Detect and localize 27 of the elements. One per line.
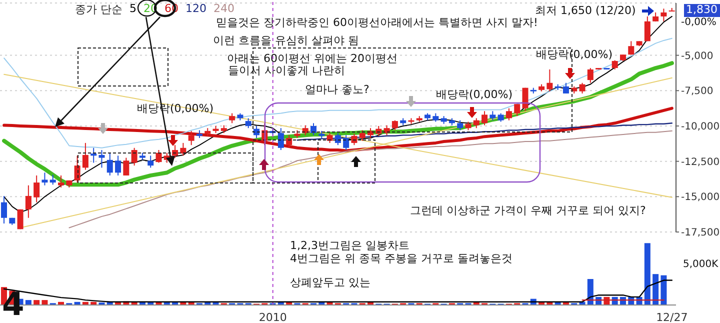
y-tick-label: -15,000	[681, 192, 720, 204]
annotation: 얼마나 좋노?	[305, 83, 370, 97]
annotation: 최저 1,650 (12/20)	[535, 4, 636, 18]
annotation: 배당락(0,00%)	[436, 88, 513, 102]
text: 5,000K	[683, 259, 718, 270]
y-tick-label: -5,000	[681, 50, 714, 62]
legend-title: 종가 단순	[75, 2, 122, 17]
annotation: 이런 흐름을 유심히 살펴야 됨	[213, 34, 359, 48]
annotation: 믿을것은 장기하락중인 60이평선아래에서는 특별하면 사지 말자!	[216, 16, 538, 30]
text: 240	[214, 2, 234, 17]
x-tick-label: 12/27	[656, 310, 688, 323]
text: -0,00%	[681, 17, 716, 28]
annotation: 1,2,3번그림은 일봉차트	[290, 239, 410, 253]
y-tick-label: -7,500	[681, 86, 714, 98]
text: 5	[130, 2, 136, 17]
annotation: 상폐앞두고 있는	[290, 276, 370, 290]
y-tick-label: -17,500	[681, 228, 720, 239]
y-tick-label: -12,500	[681, 156, 720, 168]
x-tick-label: 2010	[258, 310, 287, 323]
annotation: 아래는 60이평선 위에는 20이평선	[227, 52, 398, 66]
text: 120	[186, 2, 206, 17]
annotation: 배당락(0,00%)	[536, 48, 613, 62]
annotation: 4번그림은 위 종목 주봉을 거꾸로 돌려놓은것	[290, 252, 512, 266]
annotation: 그런데 이상하군 가격이 우째 거꾸로 되어 있지?	[410, 204, 646, 218]
y-tick-label: -10,000	[681, 122, 720, 133]
text: 1,830	[684, 3, 720, 17]
annotation: 들이서 사이좋게 나란히	[228, 64, 345, 78]
